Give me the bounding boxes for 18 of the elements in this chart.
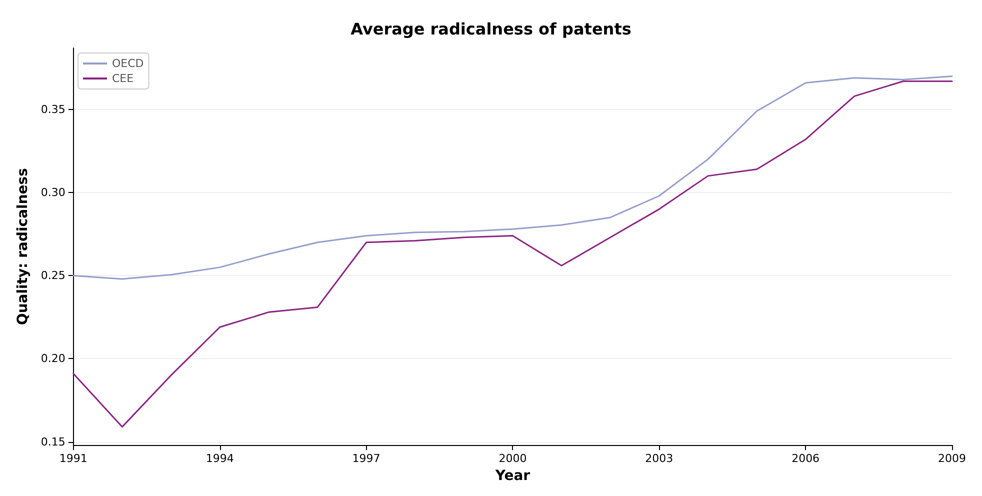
x-axis-title: Year	[494, 468, 530, 484]
x-tick-label: 2006	[792, 452, 820, 466]
y-tick-label: 0.30	[40, 186, 66, 200]
y-tick-label: 0.20	[40, 352, 66, 366]
x-tick-label: 2009	[938, 452, 966, 466]
legend-label: OECD	[112, 57, 144, 70]
y-tick-label: 0.25	[40, 269, 66, 282]
y-axis-title: Quality: radicalness	[15, 168, 31, 326]
x-tick-label: 1991	[59, 452, 88, 466]
x-tick-label: 1994	[206, 452, 234, 466]
chart-title: Average radicalness of patents	[350, 20, 632, 38]
line-series	[72, 75, 953, 280]
x-tick-label: 1997	[352, 452, 380, 466]
x-tick-label: 2000	[498, 452, 527, 466]
y-tick-label: 0.15	[40, 435, 66, 448]
y-tick-label: 0.35	[40, 102, 66, 116]
x-tick-label: 2003	[645, 452, 674, 466]
legend-label: CEE	[112, 72, 134, 85]
